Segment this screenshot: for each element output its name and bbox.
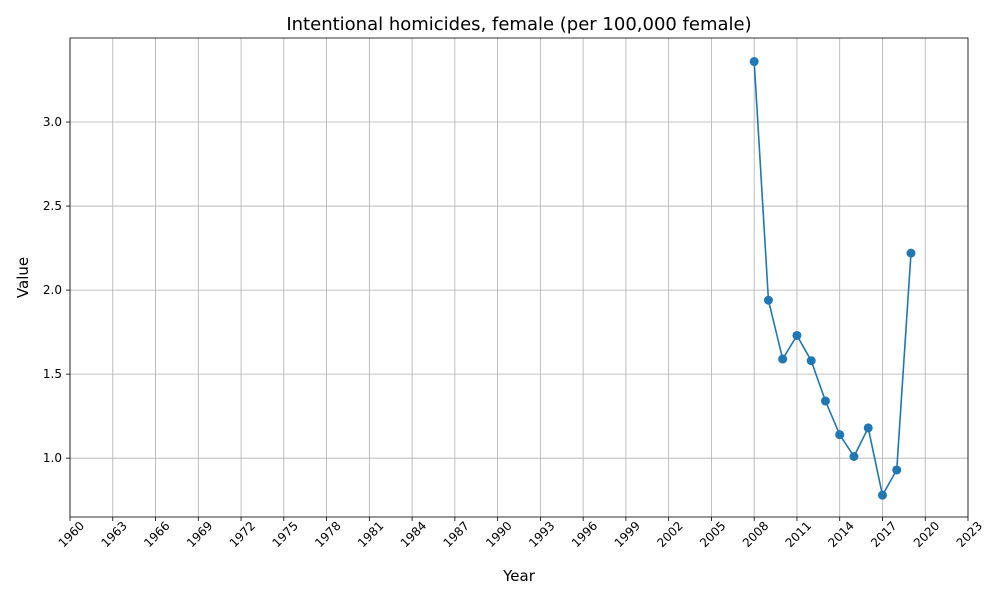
x-tick-label: 1975	[269, 519, 300, 550]
x-tick-label: 1972	[227, 519, 258, 550]
data-point	[849, 451, 859, 461]
plot-area-frame	[69, 37, 969, 518]
x-tick-label: 1966	[141, 519, 172, 550]
x-tick-label: 2002	[654, 519, 685, 550]
x-axis-title: Year	[502, 567, 536, 585]
x-tick-label: 1960	[56, 519, 87, 550]
series-line	[753, 61, 912, 498]
x-tick-label: 2008	[740, 519, 771, 550]
x-tick-label: 1969	[184, 519, 215, 550]
y-tick-label: 3.0	[43, 115, 62, 129]
data-point	[806, 356, 816, 366]
x-tick-label: 1984	[398, 519, 429, 550]
data-point	[835, 430, 845, 440]
x-tick-label: 1978	[312, 519, 343, 550]
x-tick-label: 1990	[483, 519, 514, 550]
x-tick-label: 1987	[441, 519, 472, 550]
x-tick-label: 2011	[783, 519, 814, 550]
y-axis-title: Value	[14, 257, 32, 298]
data-point	[892, 465, 902, 475]
x-tick-label: 2014	[825, 519, 856, 550]
y-tick-label: 2.5	[43, 199, 62, 213]
x-tick-label: 1981	[355, 519, 386, 550]
data-point	[820, 396, 830, 406]
y-tick-label: 1.5	[43, 367, 62, 381]
x-tick-label: 1963	[98, 519, 129, 550]
x-tick-label: 2023	[954, 519, 985, 550]
y-tick-label: 2.0	[43, 283, 62, 297]
data-point	[877, 490, 887, 500]
data-point	[749, 57, 759, 67]
x-tick-label: 2020	[911, 519, 942, 550]
data-point	[792, 330, 802, 340]
data-point	[778, 354, 788, 364]
y-tick-label: 1.0	[43, 451, 62, 465]
chart-title: Intentional homicides, female (per 100,0…	[286, 14, 751, 35]
data-point	[906, 248, 916, 258]
x-axis: 1960 1963 1966 1969 1972 1975 1978 1981 1984 1987…	[56, 517, 985, 550]
data-point	[763, 295, 773, 305]
data-point	[863, 423, 873, 433]
y-axis: 1.0 1.5 2.0 2.5 3.0	[43, 115, 70, 465]
x-tick-label: 1993	[526, 519, 557, 550]
x-tick-label: 2005	[697, 519, 728, 550]
x-tick-label: 1996	[569, 519, 600, 550]
grid	[69, 38, 969, 517]
data-series	[749, 57, 916, 500]
x-tick-label: 2017	[868, 519, 899, 550]
x-tick-label: 1999	[612, 519, 643, 550]
